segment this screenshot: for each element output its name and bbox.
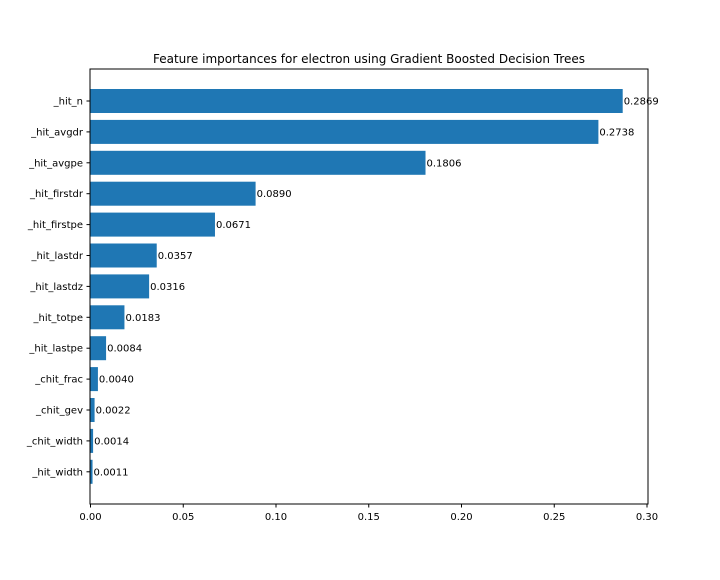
data-label-hit-totpe: 0.0183	[125, 313, 160, 324]
y-tick-label-chit-frac: _chit_frac	[34, 375, 83, 386]
bar-hit-n	[90, 89, 623, 113]
y-tick-label-hit-avgpe: _hit_avgpe	[28, 158, 83, 169]
x-tick-label-5: 0.25	[543, 512, 565, 523]
y-tick-label-hit-firstpe: _hit_firstpe	[27, 220, 83, 231]
bar-hit-firstdr	[90, 181, 256, 206]
x-tick-label-6: 0.30	[636, 512, 658, 523]
data-label-hit-avgpe: 0.1806	[427, 158, 462, 169]
data-label-hit-lastdr: 0.0357	[158, 251, 193, 262]
y-tick-label-hit-n: _hit_n	[53, 97, 83, 108]
y-tick-label-hit-lastdr: _hit_lastdr	[30, 251, 83, 262]
y-tick-label-chit-width: _chit_width	[26, 436, 83, 447]
data-label-chit-gev: 0.0022	[96, 406, 131, 417]
data-label-hit-n: 0.2869	[624, 97, 659, 108]
y-tick-label-hit-firstdr: _hit_firstdr	[29, 189, 84, 200]
x-axis: 0.00 0.05 0.10 0.15 0.20 0.25 0.30	[79, 504, 658, 523]
bar-hit-lastdz	[90, 274, 150, 299]
x-tick-label-2: 0.10	[265, 512, 287, 523]
y-tick-label-hit-avgdr: _hit_avgdr	[30, 127, 84, 138]
y-tick-label-hit-lastdz: _hit_lastdz	[29, 282, 83, 293]
y-axis: _hit_n _hit_avgdr _hit_avgpe _hit_firstdr _h…	[26, 97, 90, 478]
data-label-chit-frac: 0.0040	[99, 375, 134, 386]
bar-hit-totpe	[90, 305, 125, 330]
y-tick-label-hit-width: _hit_width	[31, 467, 83, 478]
bar-chit-gev	[90, 398, 95, 422]
y-tick-label-hit-lastpe: _hit_lastpe	[28, 344, 83, 355]
y-tick-label-hit-totpe: _hit_totpe	[33, 313, 84, 324]
chart-title: Feature importances for electron using G…	[153, 52, 585, 66]
bar-hit-lastpe	[90, 336, 107, 361]
bar-hit-avgdr	[90, 119, 599, 144]
x-tick-label-1: 0.05	[172, 512, 194, 523]
bars-layer	[90, 89, 623, 484]
y-tick-label-chit-gev: _chit_gev	[35, 406, 83, 417]
data-labels-layer: 0.2869 0.2738 0.1806 0.0890 0.0671 0.0357 0.03…	[94, 97, 659, 479]
data-label-hit-width: 0.0011	[94, 467, 129, 478]
plot-frame	[89, 68, 649, 505]
x-tick-label-4: 0.20	[450, 512, 472, 523]
data-label-hit-avgdr: 0.2738	[599, 127, 634, 138]
bar-hit-lastdr	[90, 243, 157, 268]
bar-hit-width	[90, 459, 93, 484]
data-label-hit-lastdz: 0.0316	[150, 282, 185, 293]
x-tick-label-0: 0.00	[79, 512, 101, 523]
bar-chit-width	[90, 428, 94, 453]
bar-hit-avgpe	[90, 150, 426, 175]
bar-hit-firstpe	[90, 212, 215, 237]
data-label-hit-lastpe: 0.0084	[107, 344, 142, 355]
x-tick-label-3: 0.15	[358, 512, 380, 523]
data-label-hit-firstdr: 0.0890	[257, 189, 292, 200]
bar-chit-frac	[90, 367, 98, 392]
data-label-chit-width: 0.0014	[94, 436, 129, 447]
data-label-hit-firstpe: 0.0671	[216, 220, 251, 231]
